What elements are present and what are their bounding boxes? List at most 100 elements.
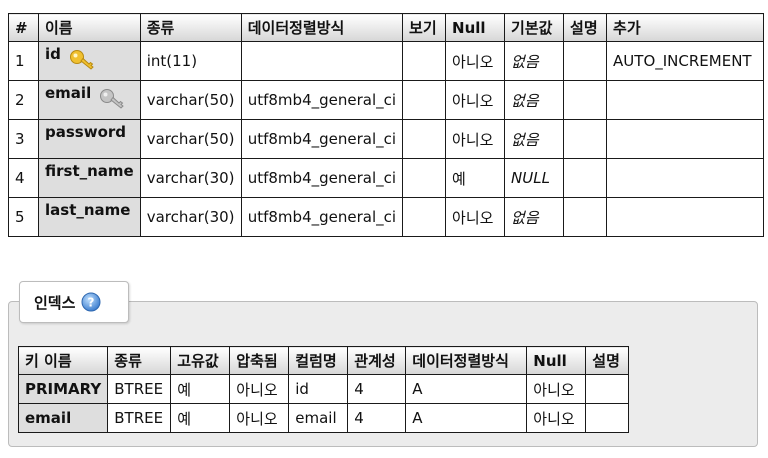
column-extra: [606, 119, 765, 159]
index-column: email: [288, 403, 349, 433]
column-collation: utf8mb4_general_ci: [240, 119, 404, 159]
unique-key-icon: [100, 89, 125, 109]
header-name[interactable]: 이름: [38, 13, 141, 42]
index-row: email BTREE 예 아니오 email 4 A 아니오: [17, 403, 630, 433]
header-num: #: [8, 13, 39, 42]
column-comment: [563, 41, 608, 81]
index-header-comment: 설명: [585, 346, 630, 375]
index-key-name: email: [17, 403, 109, 433]
column-default: 없음: [504, 80, 565, 120]
index-packed: 아니오: [229, 374, 290, 404]
index-table-wrapper: 키 이름 종류 고유값 압축됨 컬럼명 관계성 데이터정렬방식 Null 설명 …: [17, 346, 630, 433]
index-collation: A: [405, 374, 528, 404]
help-icon[interactable]: ?: [81, 292, 101, 312]
column-name[interactable]: first_name: [45, 162, 134, 180]
column-type: varchar(30): [139, 197, 242, 237]
column-extra: [606, 158, 765, 198]
column-collation: utf8mb4_general_ci: [240, 158, 404, 198]
column-extra: [606, 80, 765, 120]
column-null: 아니오: [445, 119, 506, 159]
column-comment: [563, 119, 608, 159]
column-attributes: [402, 158, 447, 198]
column-attributes: [402, 119, 447, 159]
row-num: 4: [8, 158, 39, 198]
column-name[interactable]: last_name: [45, 201, 131, 219]
column-name[interactable]: id: [45, 45, 61, 63]
index-null: 아니오: [526, 403, 587, 433]
header-extra[interactable]: 추가: [606, 13, 765, 42]
column-null: 아니오: [445, 197, 506, 237]
table-row: 4 first_name varchar(30) utf8mb4_general…: [8, 158, 765, 198]
index-header-null: Null: [526, 346, 587, 375]
column-null: 예: [445, 158, 506, 198]
column-comment: [563, 158, 608, 198]
column-attributes: [402, 197, 447, 237]
index-null: 아니오: [526, 374, 587, 404]
index-collation: A: [405, 403, 528, 433]
index-header-row: 키 이름 종류 고유값 압축됨 컬럼명 관계성 데이터정렬방식 Null 설명: [17, 346, 630, 375]
structure-header-row: # 이름 종류 데이터정렬방식 보기 Null 기본값 설명 추가: [8, 13, 765, 42]
column-type: int(11): [139, 41, 242, 81]
column-name-cell[interactable]: id: [38, 41, 141, 81]
table-row: 3 password varchar(50) utf8mb4_general_c…: [8, 119, 765, 159]
header-type[interactable]: 종류: [139, 13, 242, 42]
column-comment: [563, 197, 608, 237]
index-header-type: 종류: [107, 346, 172, 375]
row-num: 3: [8, 119, 39, 159]
svg-text:?: ?: [88, 296, 95, 310]
column-default: 없음: [504, 197, 565, 237]
index-cardinality: 4: [347, 403, 407, 433]
header-null[interactable]: Null: [445, 13, 506, 42]
structure-table-wrapper: # 이름 종류 데이터정렬방식 보기 Null 기본값 설명 추가 1 id: [8, 13, 765, 237]
column-extra: AUTO_INCREMENT: [606, 41, 765, 81]
structure-table: # 이름 종류 데이터정렬방식 보기 Null 기본값 설명 추가 1 id: [8, 13, 765, 237]
column-name-cell[interactable]: first_name: [38, 158, 141, 198]
index-legend: 인덱스 ?: [19, 281, 129, 323]
index-header-key-name: 키 이름: [17, 346, 109, 375]
column-attributes: [402, 41, 447, 81]
column-name-cell[interactable]: email: [38, 80, 141, 120]
index-key-name: PRIMARY: [17, 374, 109, 404]
header-default[interactable]: 기본값: [504, 13, 565, 42]
index-header-column: 컬럼명: [288, 346, 349, 375]
column-type: varchar(50): [139, 80, 242, 120]
column-default: 없음: [504, 119, 565, 159]
column-attributes: [402, 80, 447, 120]
table-row: 2 email varchar(50) utf8mb4_general_ci 아…: [8, 80, 765, 120]
column-type: varchar(30): [139, 158, 242, 198]
column-name[interactable]: email: [45, 84, 92, 102]
header-attributes[interactable]: 보기: [402, 13, 447, 42]
row-num: 2: [8, 80, 39, 120]
primary-key-icon: [70, 50, 94, 70]
column-null: 아니오: [445, 41, 506, 81]
index-table: 키 이름 종류 고유값 압축됨 컬럼명 관계성 데이터정렬방식 Null 설명 …: [17, 346, 630, 433]
index-column: id: [288, 374, 349, 404]
column-name-cell[interactable]: last_name: [38, 197, 141, 237]
column-collation: utf8mb4_general_ci: [240, 197, 404, 237]
column-comment: [563, 80, 608, 120]
column-default: NULL: [504, 158, 565, 198]
column-collation: utf8mb4_general_ci: [240, 80, 404, 120]
index-header-packed: 압축됨: [229, 346, 290, 375]
row-num: 5: [8, 197, 39, 237]
header-collation[interactable]: 데이터정렬방식: [240, 13, 404, 42]
column-default: 없음: [504, 41, 565, 81]
index-title: 인덱스: [34, 293, 76, 312]
index-packed: 아니오: [229, 403, 290, 433]
header-comment[interactable]: 설명: [563, 13, 608, 42]
index-header-collation: 데이터정렬방식: [405, 346, 528, 375]
column-name[interactable]: password: [45, 123, 127, 141]
table-row: 5 last_name varchar(30) utf8mb4_general_…: [8, 197, 765, 237]
column-collation: [240, 41, 404, 81]
index-row: PRIMARY BTREE 예 아니오 id 4 A 아니오: [17, 374, 630, 404]
index-comment: [585, 403, 630, 433]
column-name-cell[interactable]: password: [38, 119, 141, 159]
column-extra: [606, 197, 765, 237]
index-unique: 예: [170, 374, 231, 404]
index-cardinality: 4: [347, 374, 407, 404]
index-header-unique: 고유값: [170, 346, 231, 375]
table-row: 1 id int(11) 아니오 없음 AU: [8, 41, 765, 81]
index-unique: 예: [170, 403, 231, 433]
column-null: 아니오: [445, 80, 506, 120]
